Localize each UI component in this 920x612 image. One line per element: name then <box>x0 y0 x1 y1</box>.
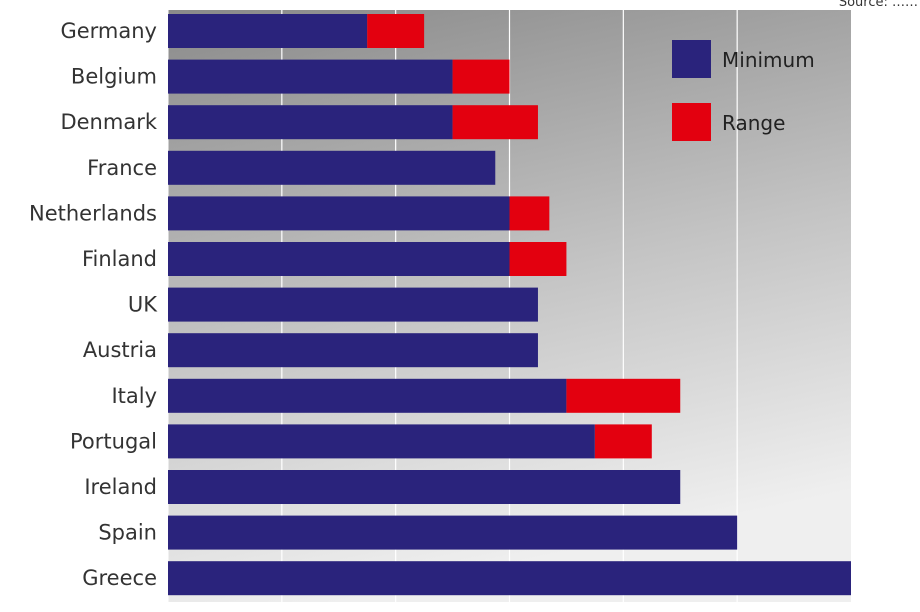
bar-netherlands-range <box>509 196 550 231</box>
bars <box>168 14 851 596</box>
legend-label-minimum: Minimum <box>722 48 815 72</box>
bar-finland-minimum <box>168 242 510 276</box>
bar-italy-minimum <box>168 378 567 413</box>
bar-finland-range <box>509 242 567 276</box>
category-label-germany: Germany <box>60 19 157 43</box>
category-label-austria: Austria <box>83 338 157 362</box>
bar-germany-minimum <box>168 14 368 48</box>
category-label-ireland: Ireland <box>84 475 157 499</box>
bar-germany-range <box>367 14 425 48</box>
category-label-finland: Finland <box>82 247 157 271</box>
category-label-uk: UK <box>128 293 158 317</box>
category-label-spain: Spain <box>98 521 157 545</box>
bar-belgium-minimum <box>168 59 453 94</box>
category-label-belgium: Belgium <box>71 65 157 89</box>
category-label-denmark: Denmark <box>60 110 157 134</box>
bar-denmark-range <box>452 105 538 140</box>
category-label-italy: Italy <box>111 384 157 408</box>
category-labels: Germany Belgium Denmark France Netherlands Fi… <box>29 19 158 590</box>
bar-denmark-minimum <box>168 105 453 140</box>
bar-greece-minimum <box>168 561 851 596</box>
bar-uk-minimum <box>168 287 538 322</box>
source-note: Source: …… <box>839 0 918 10</box>
bar-austria-minimum <box>168 333 538 368</box>
legend-swatch-minimum <box>672 40 711 78</box>
legend-swatch-range <box>672 103 711 141</box>
category-label-netherlands: Netherlands <box>29 201 157 225</box>
bar-ireland-minimum <box>168 470 681 504</box>
category-label-greece: Greece <box>82 566 157 590</box>
bar-france-minimum <box>168 150 496 185</box>
bar-belgium-range <box>452 59 510 94</box>
legend-label-range: Range <box>722 111 785 135</box>
bar-portugal-minimum <box>168 424 595 459</box>
bar-netherlands-minimum <box>168 196 510 231</box>
category-label-france: France <box>87 156 157 180</box>
category-label-portugal: Portugal <box>70 429 157 453</box>
bar-portugal-range <box>594 424 652 459</box>
bar-italy-range <box>566 378 681 413</box>
legend: Minimum Range <box>672 40 815 141</box>
bar-spain-minimum <box>168 515 738 550</box>
